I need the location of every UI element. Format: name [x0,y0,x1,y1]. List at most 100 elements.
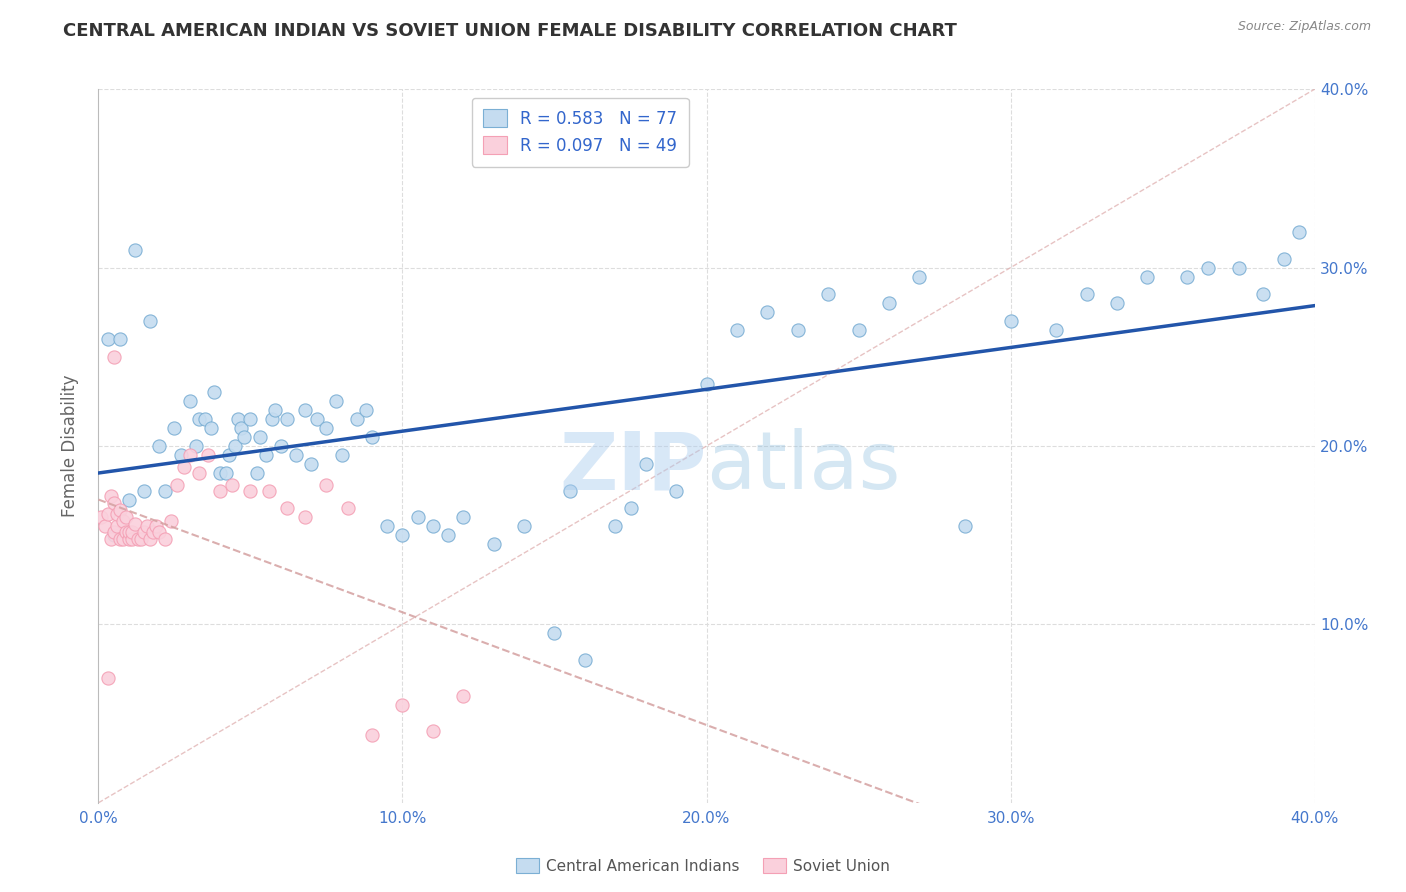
Text: atlas: atlas [707,428,901,507]
Point [226,412,249,426]
Point [179,448,201,462]
Point [391,698,413,712]
Text: CENTRAL AMERICAN INDIAN VS SOVIET UNION FEMALE DISABILITY CORRELATION CHART: CENTRAL AMERICAN INDIAN VS SOVIET UNION … [63,22,957,40]
Point [375,519,398,533]
Legend: Central American Indians, Soviet Union: Central American Indians, Soviet Union [510,852,896,880]
Point [239,483,262,498]
Point [139,314,162,328]
Point [361,430,384,444]
Point [391,528,413,542]
Point [953,519,976,533]
Point [725,323,748,337]
Point [276,412,298,426]
Point [260,412,283,426]
Point [96,332,118,346]
Point [148,524,170,539]
Point [124,517,146,532]
Point [558,483,581,498]
Point [105,507,128,521]
Point [127,532,149,546]
Point [155,532,177,546]
Point [354,403,377,417]
Point [1105,296,1128,310]
Point [294,510,316,524]
Point [96,507,118,521]
Point [103,496,125,510]
Point [1045,323,1067,337]
Point [756,305,779,319]
Point [1197,260,1219,275]
Point [93,519,115,533]
Point [1272,252,1295,266]
Point [197,448,219,462]
Point [173,460,195,475]
Point [169,448,191,462]
Point [299,457,322,471]
Point [184,439,207,453]
Point [263,403,285,417]
Point [482,537,505,551]
Point [209,483,232,498]
Point [315,478,337,492]
Point [163,421,186,435]
Point [118,532,141,546]
Point [100,532,122,546]
Point [111,514,134,528]
Point [908,269,931,284]
Point [124,243,146,257]
Point [422,519,444,533]
Point [132,483,155,498]
Point [121,532,143,546]
Point [325,394,347,409]
Point [1288,225,1310,239]
Point [817,287,839,301]
Point [696,376,718,391]
Point [103,528,125,542]
Point [209,466,232,480]
Point [145,519,167,533]
Point [148,439,170,453]
Point [307,412,329,426]
Point [179,394,201,409]
Point [1175,269,1198,284]
Point [103,524,125,539]
Point [129,532,152,546]
Point [453,510,475,524]
Point [166,478,188,492]
Point [361,728,384,742]
Point [513,519,536,533]
Point [233,430,256,444]
Point [118,524,141,539]
Point [605,519,627,533]
Point [121,524,143,539]
Point [346,412,368,426]
Text: Source: ZipAtlas.com: Source: ZipAtlas.com [1237,20,1371,33]
Point [108,532,131,546]
Point [315,421,337,435]
Point [249,430,271,444]
Point [245,466,267,480]
Point [142,524,165,539]
Point [108,503,131,517]
Point [543,626,565,640]
Y-axis label: Female Disability: Female Disability [60,375,79,517]
Point [132,524,155,539]
Text: ZIP: ZIP [560,428,707,507]
Point [187,412,209,426]
Point [1000,314,1022,328]
Point [160,514,183,528]
Point [100,489,122,503]
Point [239,412,262,426]
Point [1251,287,1274,301]
Point [224,439,246,453]
Point [215,466,238,480]
Point [877,296,900,310]
Point [202,385,225,400]
Point [422,724,444,739]
Point [276,501,298,516]
Point [665,483,688,498]
Legend: R = 0.583   N = 77, R = 0.097   N = 49: R = 0.583 N = 77, R = 0.097 N = 49 [471,97,689,167]
Point [1076,287,1098,301]
Point [1136,269,1159,284]
Point [105,519,128,533]
